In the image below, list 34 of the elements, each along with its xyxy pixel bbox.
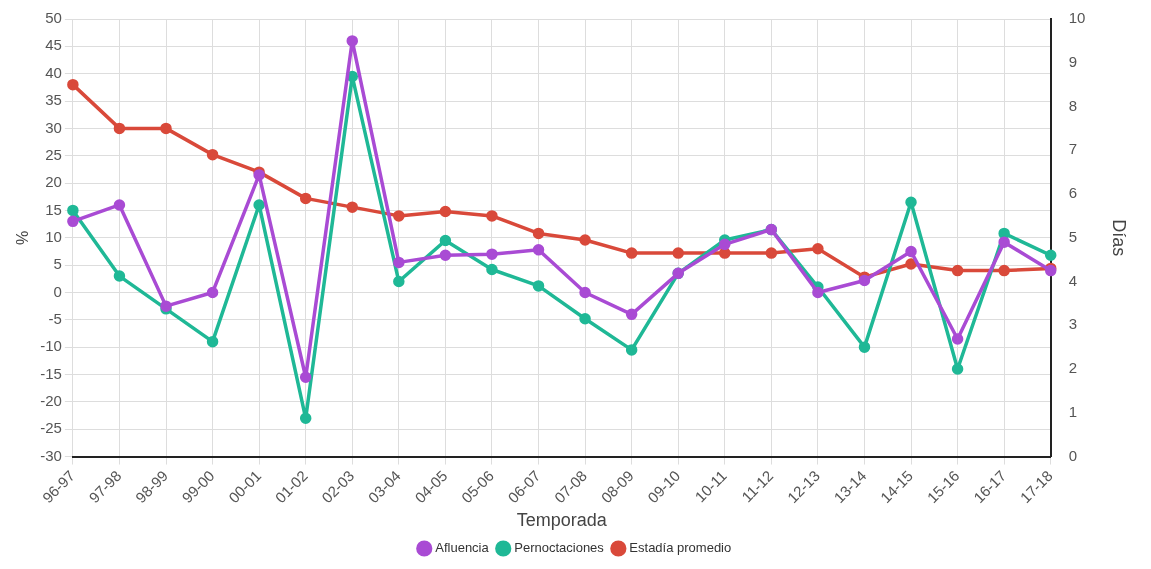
y-tick-label: 15 xyxy=(45,200,62,218)
y-tick-label: 50 xyxy=(45,9,62,27)
y2-tick-label: 3 xyxy=(1068,315,1078,333)
y-axis-title: % xyxy=(14,230,32,245)
y-tick-label: -20 xyxy=(40,391,62,409)
y-tick-label: -25 xyxy=(40,419,62,437)
y-tick-label: 0 xyxy=(53,282,62,300)
y-tick-label: 20 xyxy=(45,173,62,191)
y2-tick-label: 0 xyxy=(1068,446,1078,464)
y2-tick-label: 9 xyxy=(1068,52,1078,70)
legend-label: Afluencia xyxy=(435,540,490,556)
y2-tick-label: 4 xyxy=(1068,271,1078,289)
y-tick-label: 45 xyxy=(45,36,62,54)
y-tick-label: 25 xyxy=(45,145,62,163)
x-axis-title: Temporada xyxy=(516,510,608,531)
y-tick-label: 5 xyxy=(53,255,62,273)
y2-tick-label: 8 xyxy=(1068,96,1078,114)
y-tick-label: -15 xyxy=(40,364,62,382)
y2-tick-label: 2 xyxy=(1068,359,1078,377)
y2-tick-label: 5 xyxy=(1068,227,1078,245)
y-tick-label: -30 xyxy=(40,446,62,464)
y2-tick-label: 7 xyxy=(1068,140,1078,158)
legend-label: Pernoctaciones xyxy=(514,540,605,556)
y-tick-label: 40 xyxy=(45,63,62,81)
y2-axis-title: Días xyxy=(1109,219,1130,257)
y-tick-label: 10 xyxy=(45,227,62,245)
y-tick-label: -10 xyxy=(40,337,62,355)
y2-tick-label: 6 xyxy=(1068,184,1078,202)
legend-label: Estadía promedio xyxy=(629,540,732,556)
y-tick-label: 30 xyxy=(45,118,62,136)
y2-tick-label: 10 xyxy=(1068,9,1086,27)
y2-tick-label: 1 xyxy=(1068,402,1078,420)
y-tick-label: 35 xyxy=(45,91,62,109)
y-tick-label: -5 xyxy=(48,309,62,327)
